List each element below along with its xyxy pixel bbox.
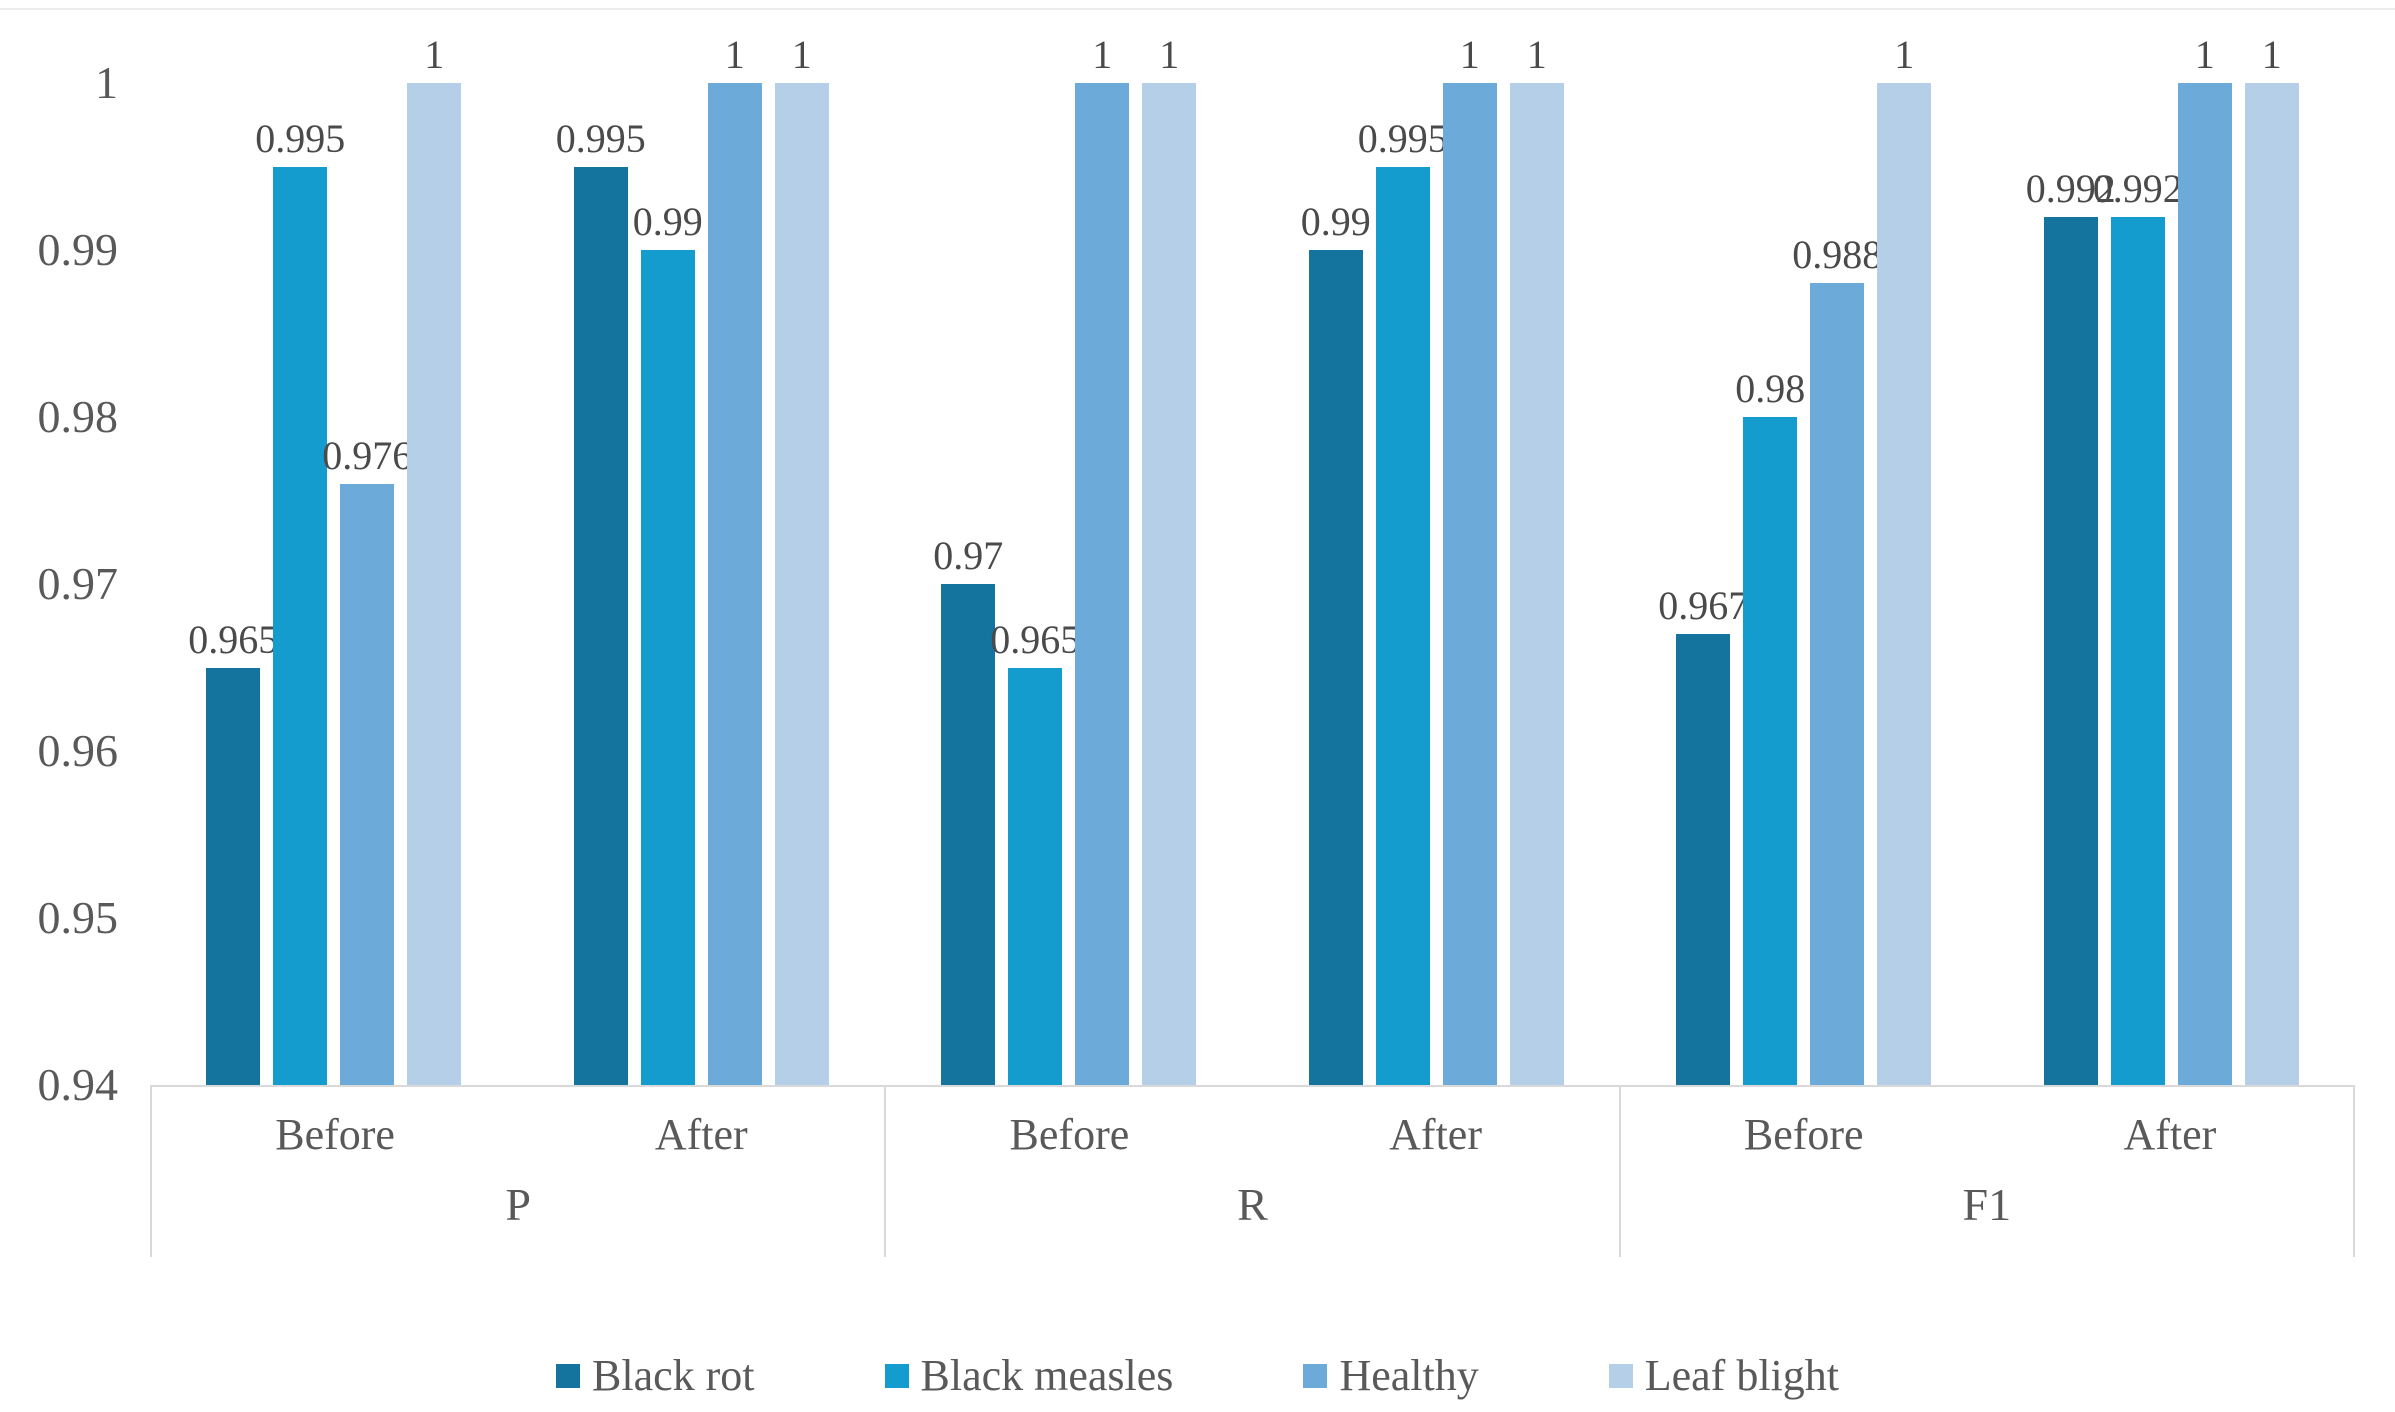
legend-swatch-icon bbox=[884, 1364, 909, 1388]
bar-leaf-blight: 1 bbox=[774, 35, 829, 1085]
legend-label: Black rot bbox=[592, 1351, 755, 1400]
legend-item-leaf-blight: Leaf blight bbox=[1608, 1351, 1839, 1400]
bar-value-label: 1 bbox=[424, 32, 445, 77]
bar-black-measles: 0.995 bbox=[1358, 118, 1448, 1085]
bar-subgroup-f1-after: 0.992 0.992 1 1 bbox=[1988, 35, 2356, 1085]
bar-leaf-blight: 1 bbox=[1877, 35, 1932, 1085]
bar-group-f1: 0.967 0.98 0.988 1 0.992 0.992 1 1 bbox=[1620, 35, 2356, 1085]
legend-swatch-icon bbox=[1608, 1364, 1633, 1388]
bar-black-rot: 0.967 bbox=[1658, 586, 1748, 1085]
plot-area: 0.965 0.995 0.976 1 0.995 0.99 1 1 0.97 0.965 1 1 0.… bbox=[150, 35, 2356, 1085]
bar-group-r: 0.97 0.965 1 1 0.99 0.995 1 1 bbox=[885, 35, 1621, 1085]
bar-value-label: 0.995 bbox=[555, 115, 646, 161]
y-axis-tick-label: 1 bbox=[95, 57, 118, 108]
bar-subgroup-p-after: 0.995 0.99 1 1 bbox=[518, 35, 886, 1085]
bar-value-label: 1 bbox=[724, 32, 745, 77]
bar-leaf-blight: 1 bbox=[1509, 35, 1564, 1085]
category-group-p: Before After P bbox=[152, 1087, 887, 1257]
bar-value-label: 0.99 bbox=[632, 199, 703, 244]
bar-healthy: 1 bbox=[1442, 35, 1497, 1085]
bar-black-measles: 0.992 bbox=[2093, 168, 2183, 1085]
subcategory-label-before: Before bbox=[1009, 1110, 1130, 1159]
legend-label: Black measles bbox=[920, 1351, 1174, 1400]
y-axis-tick-label: 0.95 bbox=[37, 892, 119, 943]
x-axis-category-table: Before After P Before After R Before After F1 bbox=[150, 1085, 2355, 1257]
bar-value-label: 1 bbox=[2261, 32, 2282, 77]
bar-value-label: 0.967 bbox=[1658, 583, 1749, 629]
bar-healthy: 0.976 bbox=[322, 435, 412, 1085]
bar-black-rot: 0.992 bbox=[2026, 168, 2116, 1085]
bar-value-label: 0.995 bbox=[1357, 115, 1448, 161]
bar-black-rot: 0.99 bbox=[1301, 202, 1371, 1085]
bar-black-measles: 0.965 bbox=[990, 619, 1080, 1085]
group-label-f1: F1 bbox=[1962, 1179, 2012, 1230]
bar-subgroup-r-after: 0.99 0.995 1 1 bbox=[1253, 35, 1621, 1085]
bar-value-label: 0.98 bbox=[1735, 366, 1806, 411]
bar-subgroup-r-before: 0.97 0.965 1 1 bbox=[885, 35, 1253, 1085]
group-label-p: P bbox=[505, 1179, 531, 1230]
y-axis-tick-label: 0.97 bbox=[37, 558, 119, 609]
bar-value-label: 1 bbox=[1159, 32, 1180, 77]
category-group-r: Before After R bbox=[886, 1087, 1621, 1257]
bar-value-label: 0.965 bbox=[188, 616, 279, 662]
bar-healthy: 0.988 bbox=[1792, 235, 1882, 1085]
legend-item-black-rot: Black rot bbox=[556, 1354, 755, 1398]
bar-value-label: 1 bbox=[2194, 32, 2215, 77]
y-axis-tick-label: 0.98 bbox=[37, 391, 119, 442]
group-label-r: R bbox=[1237, 1179, 1268, 1230]
legend: Black rot Black measles Healthy Leaf blight bbox=[0, 1344, 2395, 1408]
subcategory-row: Before After bbox=[152, 1087, 884, 1182]
bar-black-rot: 0.995 bbox=[556, 118, 646, 1085]
subcategory-label-before: Before bbox=[275, 1110, 395, 1159]
bar-value-label: 0.97 bbox=[933, 533, 1004, 578]
bar-value-label: 1 bbox=[1459, 32, 1480, 77]
bar-value-label: 0.976 bbox=[322, 432, 413, 478]
plot-top-border bbox=[0, 8, 2395, 10]
bar-value-label: 0.965 bbox=[990, 616, 1081, 662]
legend-item-healthy: Healthy bbox=[1303, 1351, 1479, 1400]
bar-value-label: 0.988 bbox=[1792, 232, 1883, 278]
bar-healthy: 1 bbox=[2177, 35, 2232, 1085]
category-group-f1: Before After F1 bbox=[1621, 1087, 2353, 1257]
legend-label: Leaf blight bbox=[1644, 1351, 1839, 1400]
subcategory-label-before: Before bbox=[1743, 1110, 1864, 1159]
y-axis: 1 0.99 0.98 0.97 0.96 0.95 0.94 bbox=[0, 0, 119, 1108]
y-axis-tick-label: 0.96 bbox=[37, 725, 119, 776]
bar-value-label: 1 bbox=[1092, 32, 1113, 77]
bar-value-label: 1 bbox=[1526, 32, 1547, 77]
subcategory-label-after: After bbox=[2123, 1110, 2217, 1159]
bar-healthy: 1 bbox=[707, 35, 762, 1085]
legend-item-black-measles: Black measles bbox=[884, 1351, 1174, 1400]
legend-swatch-icon bbox=[1303, 1364, 1328, 1388]
bar-value-label: 0.992 bbox=[2092, 165, 2183, 211]
legend-label: Healthy bbox=[1339, 1351, 1479, 1400]
bar-group-p: 0.965 0.995 0.976 1 0.995 0.99 1 1 bbox=[150, 35, 886, 1085]
bar-black-measles: 0.98 bbox=[1735, 369, 1805, 1085]
legend-swatch-icon bbox=[556, 1364, 580, 1388]
y-axis-tick-label: 0.94 bbox=[37, 1059, 119, 1110]
bar-leaf-blight: 1 bbox=[2244, 35, 2299, 1085]
subcategory-label-after: After bbox=[654, 1110, 748, 1159]
bar-healthy: 1 bbox=[1075, 35, 1130, 1085]
bar-subgroup-f1-before: 0.967 0.98 0.988 1 bbox=[1620, 35, 1988, 1085]
bar-value-label: 1 bbox=[791, 32, 812, 77]
bar-value-label: 1 bbox=[1894, 32, 1915, 77]
bar-value-label: 0.99 bbox=[1300, 199, 1371, 244]
bar-subgroup-p-before: 0.965 0.995 0.976 1 bbox=[150, 35, 518, 1085]
y-axis-tick-label: 0.99 bbox=[37, 224, 119, 275]
subcategory-row: Before After bbox=[1621, 1087, 2353, 1182]
bar-leaf-blight: 1 bbox=[1142, 35, 1197, 1085]
bar-black-rot: 0.97 bbox=[933, 536, 1003, 1085]
bar-value-label: 0.995 bbox=[255, 115, 346, 161]
subcategory-label-after: After bbox=[1389, 1110, 1482, 1159]
bar-black-rot: 0.965 bbox=[188, 619, 278, 1085]
bar-black-measles: 0.995 bbox=[255, 118, 345, 1085]
bar-leaf-blight: 1 bbox=[407, 35, 462, 1085]
subcategory-row: Before After bbox=[886, 1087, 1618, 1182]
bar-value-label: 0.992 bbox=[2025, 165, 2116, 211]
bar-black-measles: 0.99 bbox=[633, 202, 703, 1085]
